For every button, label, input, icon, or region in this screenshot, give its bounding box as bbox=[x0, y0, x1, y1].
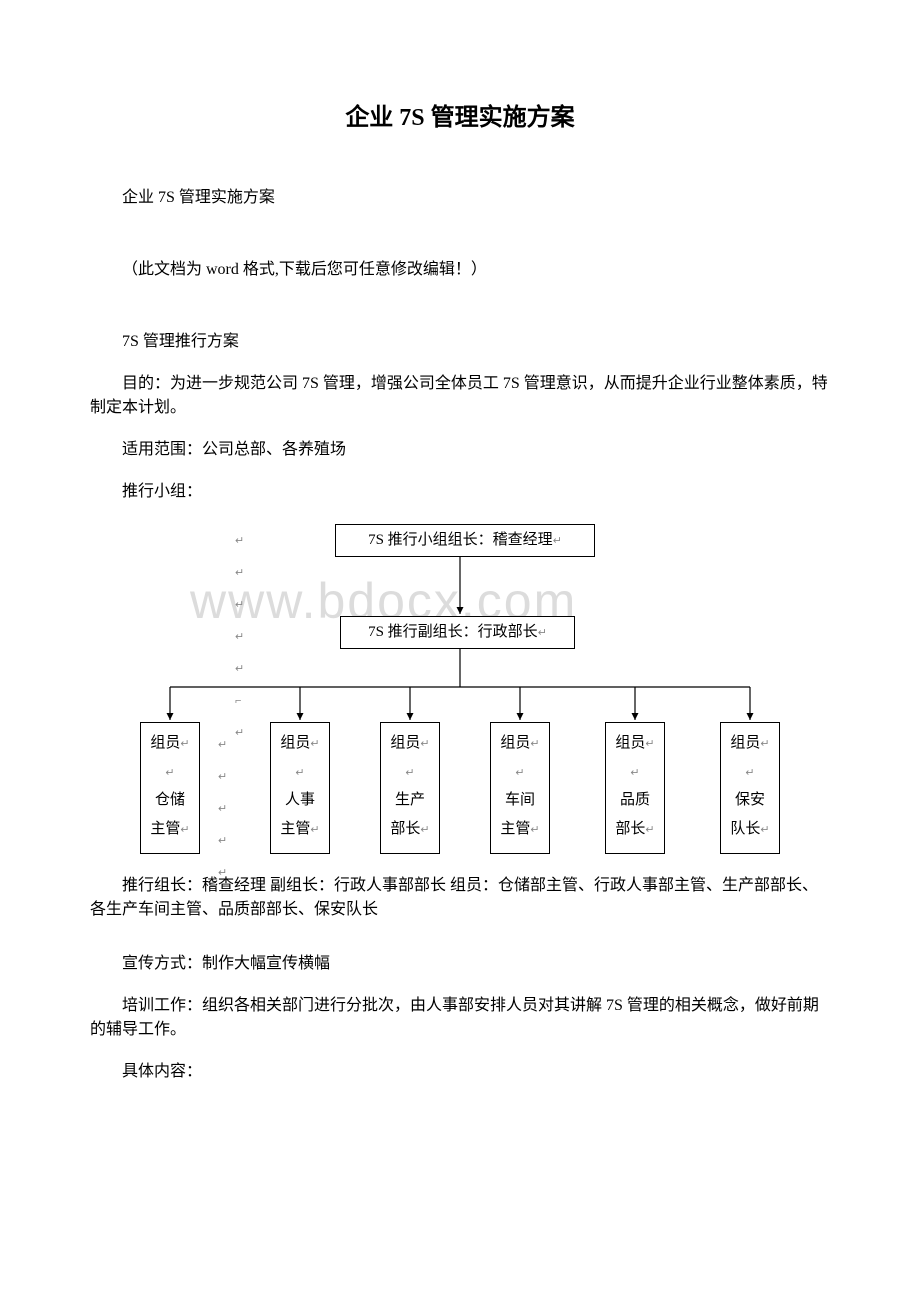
org-chart-member-box: 组员↵ ↵ 生产 部长↵ bbox=[380, 722, 440, 854]
org-chart-deputy-box: 7S 推行副组长：行政部长↵ bbox=[340, 616, 575, 649]
publicity-paragraph: 宣传方式：制作大幅宣传横幅 bbox=[90, 952, 830, 976]
content-heading: 具体内容： bbox=[90, 1060, 830, 1084]
org-chart-diagram: www.bdocx.com ↵ ↵ ↵ ↵ ↵ ⌐ ↵ 7S 推行小组组长：稽查… bbox=[140, 522, 780, 842]
crlf-marker-column: ↵ ↵ ↵ ↵ ↵ ⌐ ↵ bbox=[235, 524, 255, 748]
section-heading: 7S 管理推行方案 bbox=[90, 330, 830, 354]
team-heading: 推行小组： bbox=[90, 480, 830, 504]
crlf-marker-column: ↵ ↵ ↵ ↵ ↵ bbox=[218, 728, 238, 888]
subtitle-line: 企业 7S 管理实施方案 bbox=[90, 186, 830, 210]
format-note: （此文档为 word 格式,下载后您可任意修改编辑！） bbox=[90, 258, 830, 282]
org-chart-member-box: 组员↵ ↵ 车间 主管↵ bbox=[490, 722, 550, 854]
org-chart-member-box: 组员↵ ↵ 仓储 主管↵ bbox=[140, 722, 200, 854]
scope-paragraph: 适用范围：公司总部、各养殖场 bbox=[90, 438, 830, 462]
purpose-paragraph: 目的：为进一步规范公司 7S 管理，增强公司全体员工 7S 管理意识，从而提升企… bbox=[90, 372, 830, 420]
document-title: 企业 7S 管理实施方案 bbox=[90, 100, 830, 136]
org-chart-member-box: 组员↵ ↵ 品质 部长↵ bbox=[605, 722, 665, 854]
team-members-paragraph: 推行组长：稽查经理 副组长：行政人事部部长 组员：仓储部主管、行政人事部主管、生… bbox=[90, 874, 830, 922]
org-chart-member-box: 组员↵ ↵ 保安 队长↵ bbox=[720, 722, 780, 854]
org-chart-member-box: 组员↵ ↵ 人事 主管↵ bbox=[270, 722, 330, 854]
org-chart-leader-box: 7S 推行小组组长：稽查经理↵ bbox=[335, 524, 595, 557]
training-paragraph: 培训工作：组织各相关部门进行分批次，由人事部安排人员对其讲解 7S 管理的相关概… bbox=[90, 994, 830, 1042]
